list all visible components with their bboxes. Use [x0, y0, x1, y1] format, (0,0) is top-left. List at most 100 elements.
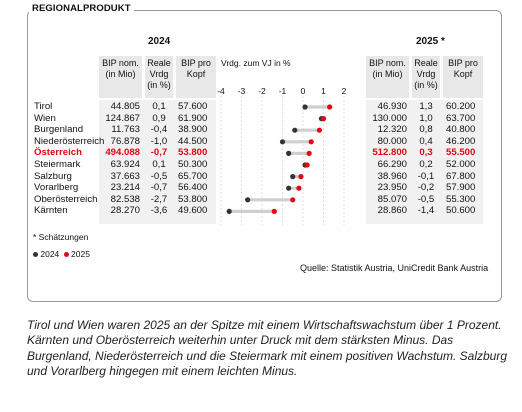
cell-kopf-2024: 49.600 — [178, 205, 208, 217]
tick-label: 0 — [301, 86, 306, 96]
cell-bip-2024: 124.867 — [105, 112, 140, 124]
header-bg-kopf-2025 — [443, 56, 483, 98]
cell-kopf-2025: 60.200 — [446, 101, 476, 112]
cell-region: Tirol — [34, 101, 53, 112]
cell-region: Österreich — [34, 147, 82, 159]
cell-bip-2024: 82.538 — [110, 193, 140, 205]
cell-bip-2024: 28.270 — [110, 205, 140, 217]
cell-bip-2025: 130.000 — [372, 112, 407, 124]
cell-vrdg-2024: -0,5 — [150, 170, 168, 182]
cell-vrdg-2025: 1,0 — [419, 112, 433, 124]
cell-bip-2024: 494.088 — [105, 147, 140, 159]
cell-kopf-2025: 40.800 — [446, 124, 476, 136]
cell-kopf-2025: 63.700 — [446, 112, 476, 124]
cell-region: Salzburg — [34, 170, 72, 182]
cell-bip-2025: 12.320 — [377, 124, 407, 136]
point-2024 — [286, 185, 292, 191]
cell-kopf-2025: 55.500 — [446, 147, 476, 159]
cell-kopf-2024: 44.500 — [178, 135, 208, 147]
cell-vrdg-2025: 1,3 — [419, 101, 433, 112]
header-bg-bip-2024 — [99, 56, 142, 98]
cell-region: Niederösterreich — [34, 135, 105, 147]
cell-kopf-2025: 50.600 — [446, 205, 476, 217]
cell-region: Oberösterreich — [34, 193, 98, 205]
tick-label: 2 — [342, 86, 347, 96]
cell-kopf-2025: 52.000 — [446, 159, 476, 170]
header-bg-bip-2025 — [366, 56, 409, 98]
cell-bip-2024: 63.924 — [110, 159, 140, 170]
year-2025-label: 2025 * — [416, 36, 445, 47]
cell-vrdg-2024: 0,9 — [152, 112, 166, 124]
cell-region: Vorarlberg — [34, 182, 79, 194]
cell-vrdg-2024: -0,7 — [150, 182, 168, 194]
cell-vrdg-2025: -0,1 — [417, 170, 435, 182]
cell-bip-2024: 44.805 — [110, 101, 140, 112]
cell-bip-2025: 512.800 — [372, 147, 407, 159]
cell-kopf-2024: 50.300 — [178, 159, 208, 170]
tick-label: 1 — [321, 86, 326, 96]
point-2025 — [320, 116, 327, 122]
cell-vrdg-2025: 0,2 — [419, 159, 433, 170]
point-2024 — [226, 208, 232, 214]
cell-vrdg-2025: 0,4 — [419, 135, 433, 147]
point-2024 — [245, 197, 251, 203]
point-2025 — [304, 162, 310, 168]
legend: 2024 2025 — [33, 249, 90, 259]
cell-bip-2025: 66.290 — [377, 159, 407, 170]
cell-region: Wien — [34, 112, 56, 124]
tick-label: -2 — [258, 86, 266, 96]
header-vrdg-2025: Reale Vrdg (in %) — [414, 58, 438, 90]
header-kopf-2024: BIP pro Kopf — [181, 58, 211, 79]
cell-bip-2024: 11.763 — [111, 124, 140, 136]
cell-kopf-2024: 61.900 — [178, 112, 208, 124]
cell-bip-2024: 23.214 — [110, 182, 140, 194]
cell-vrdg-2024: 0,1 — [152, 101, 166, 112]
cell-vrdg-2025: 0,8 — [419, 124, 433, 136]
cell-kopf-2025: 67.800 — [446, 170, 476, 182]
point-2025 — [306, 150, 312, 156]
point-2024 — [292, 127, 298, 133]
point-2025 — [316, 127, 322, 133]
legend-2025-marker — [63, 252, 69, 258]
cell-kopf-2024: 53.800 — [178, 147, 208, 159]
cell-bip-2025: 23.950 — [377, 182, 407, 194]
cell-kopf-2025: 55.300 — [446, 193, 476, 205]
point-2025 — [298, 174, 304, 180]
tick-label: -4 — [217, 86, 225, 96]
point-2024 — [290, 174, 296, 180]
point-2025 — [327, 104, 333, 110]
point-2024 — [286, 150, 292, 156]
cell-vrdg-2024: 0,1 — [152, 159, 166, 170]
cell-bip-2025: 28.860 — [377, 205, 407, 217]
tick-label: -1 — [279, 86, 287, 96]
cell-region: Kärnten — [34, 205, 68, 217]
change-axis-label: Vrdg. zum VJ in % — [221, 58, 291, 68]
header-bg-vrdg-2025 — [412, 56, 440, 98]
header-bip-2025: BIP nom. (in Mio) — [369, 58, 406, 79]
cell-bip-2024: 76.878 — [110, 135, 140, 147]
cell-kopf-2025: 57.900 — [446, 182, 476, 194]
header-bip-2024: BIP nom. (in Mio) — [102, 58, 139, 79]
cell-vrdg-2024: -0,4 — [150, 124, 168, 136]
point-2025 — [308, 139, 314, 145]
point-2025 — [271, 208, 277, 214]
cell-bip-2025: 46.930 — [377, 101, 407, 112]
cell-vrdg-2024: -3,6 — [150, 205, 168, 217]
legend-2024-marker — [33, 252, 38, 258]
cell-bip-2025: 38.960 — [377, 170, 407, 182]
point-2024 — [302, 104, 308, 110]
rows-bg-2024 — [99, 100, 216, 224]
cell-vrdg-2025: -0,2 — [417, 182, 435, 194]
footnote: * Schätzungen — [33, 232, 89, 242]
tick-label: -3 — [238, 86, 246, 96]
cell-kopf-2024: 65.700 — [178, 170, 208, 182]
cell-kopf-2024: 53.800 — [178, 193, 208, 205]
point-2025 — [290, 197, 296, 203]
cell-vrdg-2025: -1,4 — [417, 205, 435, 217]
chart-title: REGIONALPRODUKT — [29, 3, 134, 14]
header-kopf-2025: BIP pro Kopf — [448, 58, 478, 79]
legend-2025-label: 2025 — [71, 249, 90, 259]
cell-region: Steiermark — [34, 159, 81, 170]
point-2024 — [279, 139, 286, 145]
